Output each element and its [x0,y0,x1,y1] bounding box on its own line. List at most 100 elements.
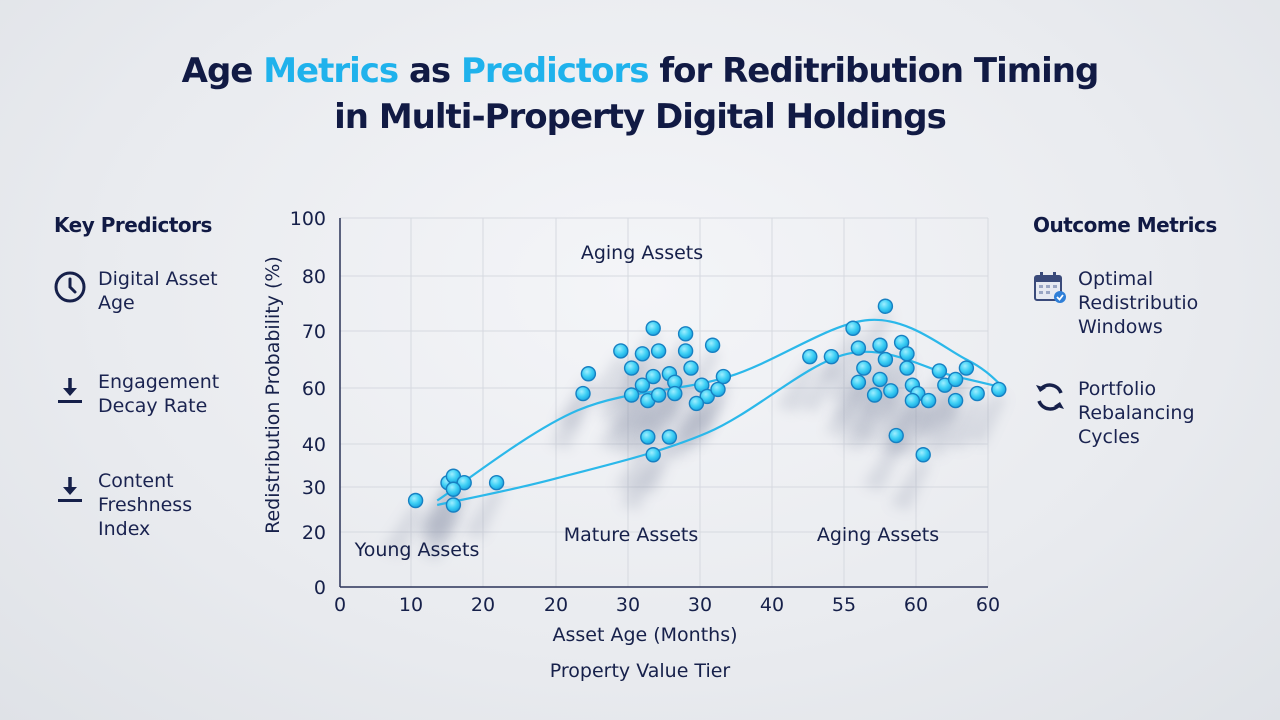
y-tick-label: 40 [302,434,326,456]
point-shadow [586,354,629,407]
data-point [677,326,694,342]
data-point [445,497,462,513]
data-point [640,429,656,445]
x-tick-label: 40 [760,594,784,616]
y-tick-label: 30 [302,477,326,499]
point-shadow [419,509,462,561]
data-points [407,298,1007,513]
secondary-x-axis-label: Property Value Tier [550,660,731,682]
axes [339,218,988,588]
predictor-label: Engagement Decay Rate [98,371,220,417]
outcome-label: Portfolio Rebalancing Cycles [1078,378,1195,448]
predictor-item-content-freshness: Content Freshness Index [52,469,238,541]
data-point [688,395,705,412]
data-point [407,492,424,509]
data-point [667,385,683,402]
clock-icon [54,271,86,303]
point-shadow [889,458,932,511]
data-point [699,388,715,405]
point-shadow [964,393,1007,446]
outcome-item-rebalancing-cycles: Portfolio Rebalancing Cycles [1032,377,1218,449]
data-point [920,392,937,409]
data-point [856,360,872,376]
y-tick-label: 20 [302,522,326,544]
data-point [575,385,591,402]
x-tick-label: 0 [334,594,346,616]
predictor-label: Digital Asset Age [98,268,218,314]
y-tick-label: 100 [290,208,326,230]
annotations: Aging Assets Young Assets Mature Assets Agi… [354,242,940,561]
data-point [947,392,964,409]
data-point [872,337,888,353]
data-point [877,351,894,368]
data-point [904,392,921,409]
predictor-label: Content Freshness Index [98,470,193,540]
data-point [931,363,948,379]
data-point [888,427,904,444]
point-shadow [819,332,861,385]
annotation-label: Young Assets [354,539,480,561]
x-tick-label: 60 [976,594,1000,616]
point-shadow [549,397,591,450]
data-point [645,320,661,336]
x-tick-label: 20 [471,594,495,616]
data-point [445,481,462,497]
outcome-metrics-heading: Outcome Metrics [1033,213,1217,237]
trend-line-1 [436,318,1005,502]
title-line-2: in Multi-Property Digital Holdings [334,97,947,137]
data-point [845,320,861,336]
predictor-item-asset-age: Digital Asset Age [52,267,238,315]
download-arrow-icon [58,477,82,502]
data-point [710,381,726,398]
data-point [613,343,629,359]
tick-labels: 0 10 20 20 30 30 40 55 60 60 0 20 30 40 60 70 80 100 [290,208,1000,616]
y-tick-label: 70 [302,321,326,343]
y-tick-label: 0 [314,577,326,599]
outcome-label: Optimal Redistributio Windows [1078,268,1199,338]
x-tick-label: 55 [832,594,856,616]
data-point [866,387,883,403]
data-point [645,368,661,385]
data-point [802,348,818,365]
x-tick-label: 20 [544,594,568,616]
data-point [715,368,732,385]
annotation-label: Aging Assets [581,242,703,264]
x-tick-label: 60 [904,594,928,616]
data-point [650,387,667,403]
data-point [704,337,721,353]
refresh-cycle-icon [1036,383,1064,411]
point-shadow [873,372,915,425]
y-tick-label: 60 [302,378,326,400]
data-point [915,447,931,463]
title-highlight-metrics: Metrics [263,51,399,91]
point-shadow [684,393,726,446]
data-point [683,360,699,376]
data-point [872,371,888,388]
title-line-1: Age Metrics as Predictors for Reditribut… [181,51,1100,91]
data-point [991,381,1007,398]
data-point [899,360,915,376]
point-shadow [381,504,424,557]
x-axis-label: Asset Age (Months) [552,624,737,646]
point-shadow [943,397,986,450]
download-arrow-icon [58,378,82,403]
data-point [623,360,640,376]
data-point [958,360,975,376]
predictor-item-engagement-decay: Engagement Decay Rate [52,370,238,418]
title-highlight-predictors: Predictors [461,51,650,91]
point-shadow [824,352,867,405]
data-point [883,383,899,399]
point-shadow [619,458,662,511]
data-point [677,343,694,359]
point-shadow [775,360,818,413]
annotation-label: Aging Assets [817,524,939,546]
point-shadow [678,349,721,402]
key-predictors-heading: Key Predictors [54,213,212,237]
data-point [645,447,661,463]
point-shadow [462,486,505,539]
y-axis-label: Redistribution Probability (%) [262,256,284,534]
data-point [650,343,667,359]
point-shadow [824,386,867,439]
data-point [877,298,894,314]
